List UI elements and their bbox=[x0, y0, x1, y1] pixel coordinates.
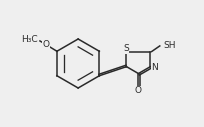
Text: O: O bbox=[43, 40, 50, 49]
Text: N: N bbox=[151, 63, 158, 72]
Text: H₃C: H₃C bbox=[21, 35, 38, 44]
Text: S: S bbox=[123, 44, 129, 53]
Text: O: O bbox=[135, 86, 142, 95]
Text: SH: SH bbox=[163, 41, 175, 50]
